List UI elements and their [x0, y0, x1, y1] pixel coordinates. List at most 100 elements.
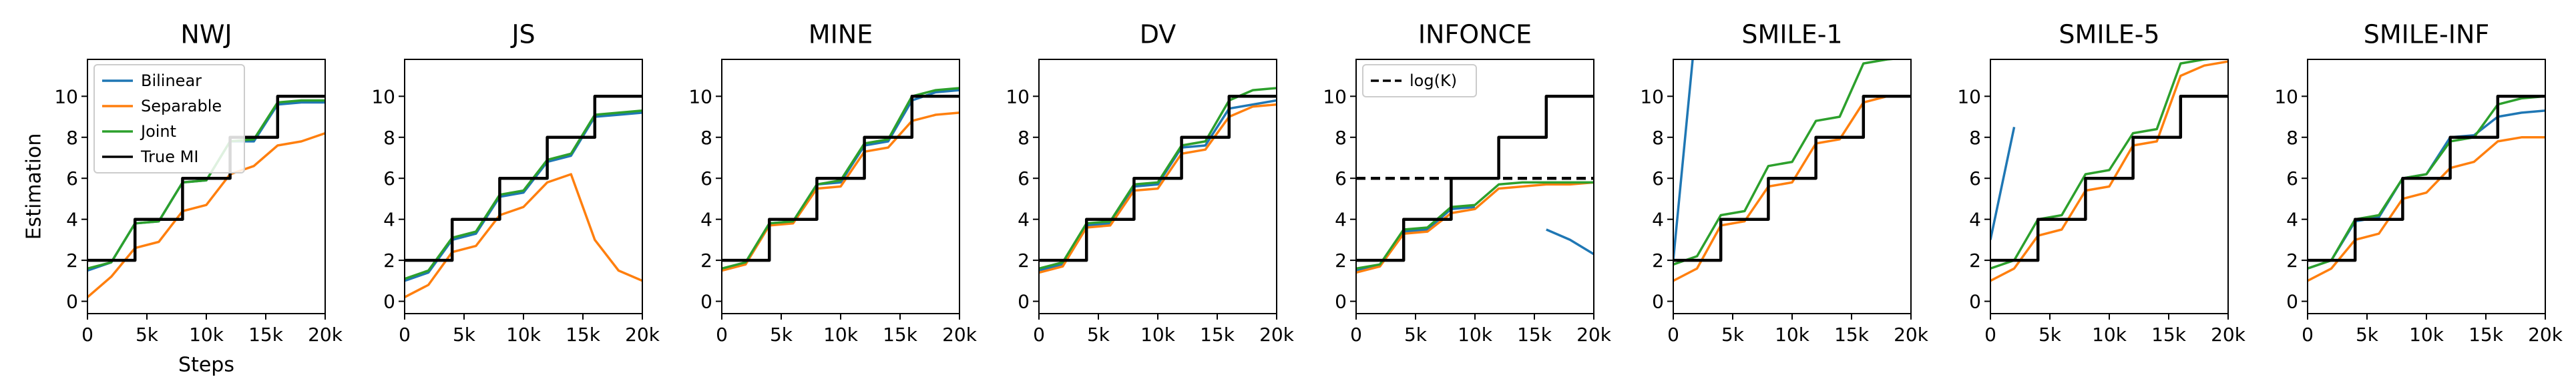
y-tick-label: 2 [1335, 250, 1347, 272]
axes-frame [1673, 59, 1912, 314]
series-line [1039, 103, 1277, 274]
series-line [405, 173, 642, 298]
series-line [1990, 95, 2228, 262]
plot-area [405, 95, 642, 298]
series-line [722, 87, 959, 270]
x-axis-label: Steps [178, 354, 234, 377]
y-tick-label: 6 [1335, 167, 1347, 189]
subplot: NWJ 0 5k 10k 15k 20k 0 2 4 6 8 10 Steps Estimation Bil… [23, 20, 343, 377]
subplot-title: SMILE-1 [1741, 20, 1842, 49]
series-line [1673, 95, 1911, 262]
x-tick-label: 10k [1140, 324, 1176, 346]
y-tick-label: 4 [700, 209, 712, 231]
x-tick-label: 10k [2092, 324, 2127, 346]
x-tick-label: 15k [1517, 324, 1552, 346]
series-line [1673, 59, 1901, 266]
plot-area [722, 87, 959, 272]
x-tick-label: 0 [2302, 324, 2314, 346]
legend-box [1362, 64, 1477, 97]
y-tick-label: 10 [2274, 85, 2298, 107]
x-tick-label: 0 [1033, 324, 1045, 346]
x-tick-label: 0 [399, 324, 411, 346]
y-tick-label: 0 [1969, 291, 1981, 313]
x-tick-label: 5k [136, 324, 159, 346]
axes-frame [2307, 59, 2546, 314]
subplot-title: JS [510, 20, 535, 49]
y-tick-label: 2 [66, 250, 78, 272]
series-line [722, 111, 959, 272]
y-tick-label: 10 [54, 85, 78, 107]
y-tick-label: 6 [700, 167, 712, 189]
x-tick-label: 15k [883, 324, 918, 346]
x-tick-label: 15k [2468, 324, 2504, 346]
subplot: SMILE-5 0 5k 10k 15k 20k 0 2 4 6 8 10 [1957, 20, 2245, 346]
x-tick-label: 20k [1259, 324, 1295, 346]
series-line [1990, 127, 2016, 240]
series-line [1673, 95, 1911, 282]
plot-area [1990, 59, 2228, 282]
y-tick-label: 4 [1652, 209, 1664, 231]
x-tick-label: 0 [1984, 324, 1996, 346]
legend-box [93, 64, 245, 173]
y-tick-label: 8 [383, 127, 395, 149]
plot-area [2308, 95, 2545, 282]
subplot-title: SMILE-5 [2059, 20, 2159, 49]
y-tick-label: 0 [1335, 291, 1347, 313]
series-line [722, 95, 959, 262]
x-tick-label: 10k [2409, 324, 2444, 346]
y-tick-label: 8 [700, 127, 712, 149]
x-tick-label: 15k [248, 324, 284, 346]
x-tick-label: 20k [942, 324, 978, 346]
series-line [1990, 59, 2218, 270]
x-tick-label: 15k [1200, 324, 1235, 346]
x-tick-label: 10k [823, 324, 859, 346]
axes-frame [721, 59, 960, 314]
subplot-title: SMILE-INF [2364, 20, 2490, 49]
axes-frame [1990, 59, 2229, 314]
x-tick-label: 0 [1350, 324, 1362, 346]
x-tick-label: 0 [81, 324, 93, 346]
legend-label: Joint [140, 122, 176, 141]
y-tick-label: 6 [66, 167, 78, 189]
x-tick-label: 20k [2211, 324, 2246, 346]
series-line [2308, 95, 2545, 270]
series-line [405, 111, 642, 282]
y-tick-label: 2 [2286, 250, 2298, 272]
y-tick-label: 8 [1969, 127, 1981, 149]
x-tick-label: 5k [2356, 324, 2379, 346]
x-tick-label: 20k [2528, 324, 2563, 346]
y-tick-label: 10 [371, 85, 395, 107]
x-tick-label: 20k [625, 324, 660, 346]
y-tick-label: 2 [1652, 250, 1664, 272]
y-tick-label: 4 [2286, 209, 2298, 231]
y-tick-label: 10 [688, 85, 712, 107]
series-line [1039, 95, 1277, 262]
y-tick-label: 2 [1018, 250, 1030, 272]
subplot: JS 0 5k 10k 15k 20k 0 2 4 6 8 10 [371, 20, 660, 346]
x-tick-label: 10k [506, 324, 542, 346]
axes-frame [1355, 59, 1594, 314]
series-line [1673, 59, 1694, 261]
plot-area [1673, 59, 1911, 282]
x-tick-label: 10k [1458, 324, 1493, 346]
y-tick-label: 10 [1323, 85, 1347, 107]
series-line [1356, 181, 1594, 270]
plot-area [1356, 95, 1594, 274]
y-tick-label: 0 [1652, 291, 1664, 313]
x-tick-label: 10k [1775, 324, 1810, 346]
y-tick-label: 2 [383, 250, 395, 272]
series-line [2308, 95, 2545, 262]
subplot-title: MINE [809, 20, 873, 49]
subplot-title: NWJ [180, 20, 232, 49]
subplot: INFONCE 0 5k 10k 15k 20k 0 2 4 6 8 10 log(K) [1323, 20, 1611, 346]
x-tick-label: 20k [1894, 324, 1929, 346]
subplot: MINE 0 5k 10k 15k 20k 0 2 4 6 8 10 [688, 20, 977, 346]
y-tick-label: 6 [383, 167, 395, 189]
y-tick-label: 8 [1335, 127, 1347, 149]
y-tick-label: 0 [1018, 291, 1030, 313]
subplot: DV 0 5k 10k 15k 20k 0 2 4 6 8 10 [1006, 20, 1294, 346]
x-tick-label: 5k [1087, 324, 1110, 346]
y-tick-label: 8 [1652, 127, 1664, 149]
y-tick-label: 0 [2286, 291, 2298, 313]
axes-frame [404, 59, 643, 314]
